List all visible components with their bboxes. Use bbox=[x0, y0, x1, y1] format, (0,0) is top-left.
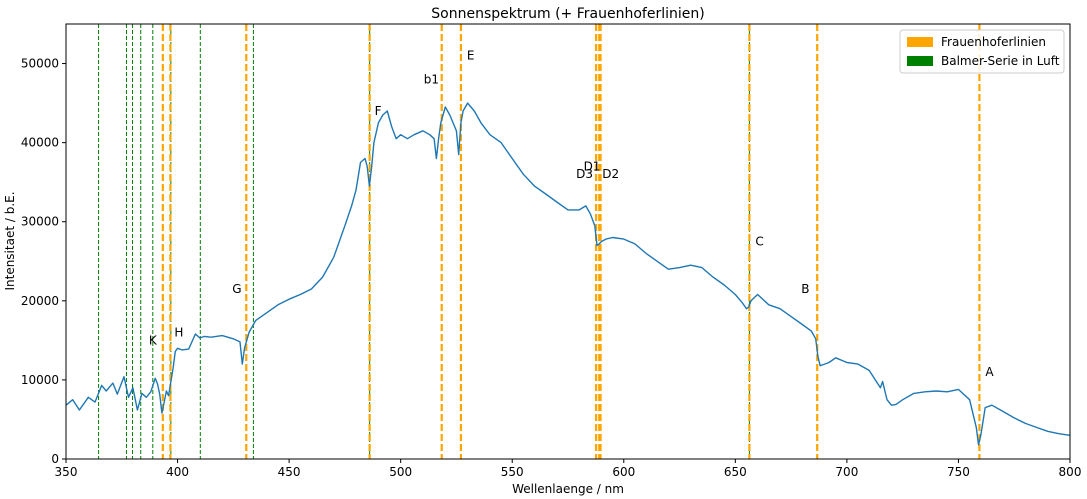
x-tick-label: 350 bbox=[55, 465, 78, 479]
x-tick-label: 700 bbox=[835, 465, 858, 479]
x-tick-label: 750 bbox=[947, 465, 970, 479]
fraunhofer-label-b: B bbox=[801, 282, 809, 296]
plot-frame bbox=[65, 23, 1071, 460]
x-tick-label: 450 bbox=[278, 465, 301, 479]
y-tick-label: 20000 bbox=[21, 294, 59, 308]
fraunhofer-label-b1: b1 bbox=[424, 72, 439, 86]
fraunhofer-lines bbox=[161, 24, 981, 459]
fraunhofer-label-h: H bbox=[174, 325, 183, 339]
legend-label: Balmer-Serie in Luft bbox=[941, 54, 1060, 68]
legend: Frauenhoferlinien Balmer-Serie in Luft bbox=[899, 29, 1065, 74]
x-tick-label: 400 bbox=[166, 465, 189, 479]
chart-title: Sonnenspektrum (+ Frauenhoferlinien) bbox=[431, 6, 704, 22]
spectrum-line bbox=[65, 102, 1071, 446]
spectrum-series bbox=[65, 102, 1071, 446]
y-tick-label: 50000 bbox=[21, 57, 59, 71]
legend-swatch bbox=[907, 37, 933, 47]
fraunhofer-label-d3: D3 bbox=[576, 167, 593, 181]
fraunhofer-label-d2: D2 bbox=[602, 167, 619, 181]
y-axis-label: Intensitaet / b.E. bbox=[3, 191, 17, 290]
legend-label: Frauenhoferlinien bbox=[941, 35, 1046, 49]
fraunhofer-label-c: C bbox=[755, 234, 763, 248]
x-tick-label: 600 bbox=[612, 465, 635, 479]
x-axis-ticks: 350 400 450 500 550 600 650 700 750 800 bbox=[55, 459, 1082, 479]
y-tick-label: 40000 bbox=[21, 136, 59, 150]
fraunhofer-label-f: F bbox=[375, 104, 382, 118]
legend-swatch bbox=[907, 56, 933, 66]
fraunhofer-label-k: K bbox=[149, 333, 158, 347]
fraunhofer-label-g: G bbox=[232, 282, 241, 296]
balmer-lines bbox=[98, 24, 750, 459]
fraunhofer-label-e: E bbox=[467, 49, 475, 63]
y-tick-label: 0 bbox=[51, 452, 59, 466]
y-tick-label: 30000 bbox=[21, 215, 59, 229]
x-tick-label: 650 bbox=[724, 465, 747, 479]
x-tick-label: 800 bbox=[1059, 465, 1082, 479]
x-tick-label: 500 bbox=[389, 465, 412, 479]
y-tick-label: 10000 bbox=[21, 373, 59, 387]
y-axis-ticks: 0 10000 20000 30000 40000 50000 bbox=[21, 57, 66, 466]
x-tick-label: 550 bbox=[501, 465, 524, 479]
fraunhofer-label-d1: D1 bbox=[584, 159, 601, 173]
x-axis-label: Wellenlaenge / nm bbox=[512, 482, 624, 496]
fraunhofer-label-a: A bbox=[985, 365, 994, 379]
legend-box bbox=[899, 29, 1065, 74]
